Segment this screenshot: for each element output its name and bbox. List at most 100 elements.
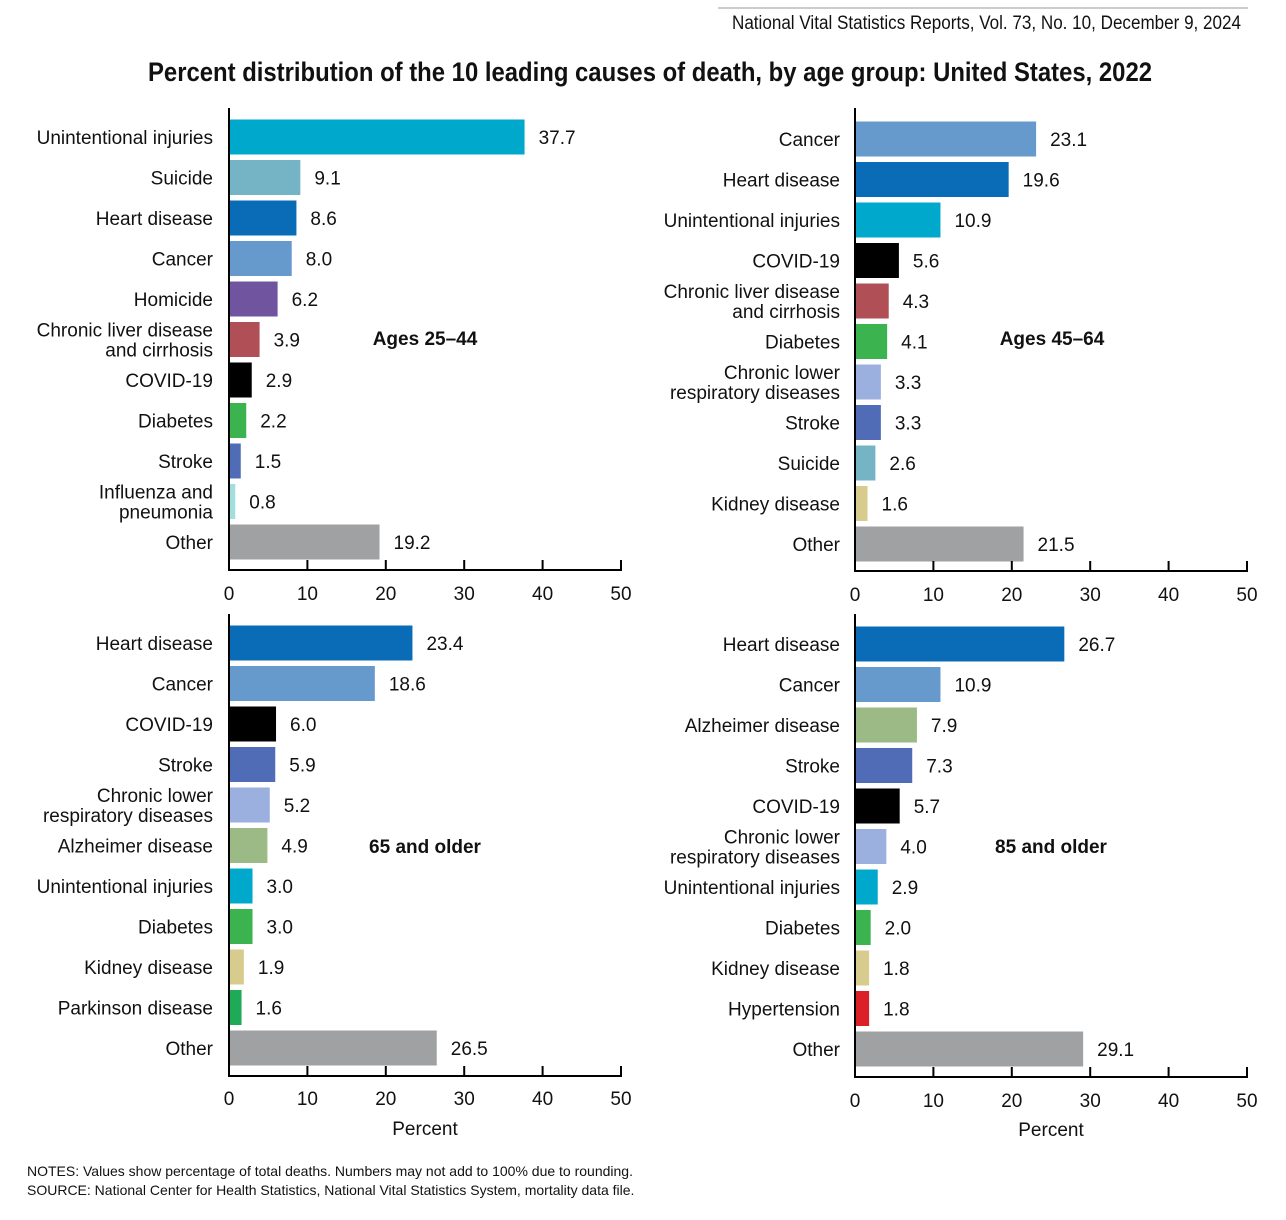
x-axis-label: Percent xyxy=(1018,1120,1084,1141)
value-label: 23.4 xyxy=(426,634,463,655)
x-tick-label: 30 xyxy=(1080,585,1101,606)
bar xyxy=(855,202,941,238)
bar xyxy=(229,160,301,195)
category-label: Heart disease xyxy=(723,171,840,192)
category-label: Stroke xyxy=(785,757,840,778)
value-label: 9.1 xyxy=(314,169,340,190)
x-tick-label: 0 xyxy=(850,1091,861,1112)
panel-title: 85 and older xyxy=(995,837,1108,858)
value-label: 37.7 xyxy=(539,128,576,149)
category-label: Chronic lower respiratory diseases xyxy=(670,828,841,869)
x-tick-label: 10 xyxy=(297,584,318,605)
value-label: 5.2 xyxy=(284,796,310,817)
value-label: 7.3 xyxy=(926,757,952,778)
report-header: National Vital Statistics Reports, Vol. … xyxy=(732,13,1241,34)
bar xyxy=(855,486,868,521)
value-label: 6.2 xyxy=(292,290,318,311)
value-label: 23.1 xyxy=(1050,130,1087,151)
category-label: Heart disease xyxy=(96,634,213,655)
x-tick-label: 40 xyxy=(1158,585,1179,606)
value-label: 5.9 xyxy=(289,756,315,777)
bar xyxy=(855,869,878,905)
category-label: Unintentional injuries xyxy=(37,877,213,898)
value-label: 1.6 xyxy=(882,495,908,516)
bar xyxy=(855,364,881,400)
x-tick-label: 50 xyxy=(610,1089,631,1110)
bar xyxy=(229,787,270,823)
bar xyxy=(229,403,247,438)
figure-title: Percent distribution of the 10 leading c… xyxy=(148,57,1152,87)
value-label: 19.2 xyxy=(394,533,431,554)
category-label: Chronic liver disease and cirrhosis xyxy=(37,321,213,362)
x-tick-label: 50 xyxy=(1236,1091,1257,1112)
x-tick-label: 40 xyxy=(1158,1091,1179,1112)
value-label: 5.6 xyxy=(913,252,939,273)
category-label: COVID-19 xyxy=(752,797,840,818)
bar xyxy=(855,1031,1084,1067)
x-tick-label: 20 xyxy=(375,1089,396,1110)
value-label: 3.0 xyxy=(267,918,293,939)
bar xyxy=(229,747,276,782)
bar xyxy=(229,443,241,479)
bar xyxy=(855,748,913,783)
x-tick-label: 50 xyxy=(1236,585,1257,606)
category-label: Kidney disease xyxy=(711,959,840,980)
bar xyxy=(229,706,277,742)
panel-title: 65 and older xyxy=(369,837,482,858)
bar xyxy=(855,788,900,824)
value-label: 3.0 xyxy=(267,877,293,898)
value-label: 2.0 xyxy=(885,919,911,940)
category-label: Alzheimer disease xyxy=(58,837,213,858)
x-tick-label: 10 xyxy=(923,585,944,606)
x-tick-label: 30 xyxy=(1080,1091,1101,1112)
x-tick-label: 0 xyxy=(224,1089,235,1110)
x-axis-label: Percent xyxy=(392,1119,458,1140)
bar xyxy=(855,324,888,359)
category-label: Unintentional injuries xyxy=(664,211,840,232)
value-label: 3.9 xyxy=(274,331,300,352)
bar xyxy=(855,445,876,481)
x-tick-label: 0 xyxy=(850,585,861,606)
value-label: 26.7 xyxy=(1078,635,1115,656)
bar xyxy=(855,526,1024,562)
panel-title: Ages 25–44 xyxy=(373,329,478,350)
bar xyxy=(855,405,881,440)
bar xyxy=(229,322,260,357)
bar xyxy=(229,909,253,944)
x-tick-label: 20 xyxy=(1001,585,1022,606)
value-label: 29.1 xyxy=(1097,1040,1134,1061)
category-label: Other xyxy=(165,1039,213,1060)
value-label: 2.6 xyxy=(889,454,915,475)
value-label: 18.6 xyxy=(389,675,426,696)
value-label: 5.7 xyxy=(914,797,940,818)
x-tick-label: 30 xyxy=(454,1089,475,1110)
value-label: 6.0 xyxy=(290,715,316,736)
x-tick-label: 20 xyxy=(1001,1091,1022,1112)
x-tick-label: 0 xyxy=(224,584,235,605)
bar xyxy=(229,990,242,1025)
category-label: COVID-19 xyxy=(125,371,213,392)
panel-2: 23.1 Cancer 19.6 Heart disease 10.9 Unintenti… xyxy=(664,108,1258,606)
x-tick-label: 10 xyxy=(297,1089,318,1110)
x-tick-label: 20 xyxy=(375,584,396,605)
notes-text: NOTES: Values show percentage of total d… xyxy=(27,1163,633,1179)
category-label: Stroke xyxy=(158,756,213,777)
value-label: 8.6 xyxy=(310,209,336,230)
category-label: Stroke xyxy=(785,414,840,435)
category-label: Hypertension xyxy=(728,1000,840,1021)
bar xyxy=(229,241,292,276)
value-label: 1.8 xyxy=(883,1000,909,1021)
bar xyxy=(855,121,1037,157)
bar xyxy=(229,484,236,519)
value-label: 1.8 xyxy=(883,959,909,980)
category-label: Influenza and pneumonia xyxy=(99,483,214,524)
value-label: 3.3 xyxy=(895,414,921,435)
bar xyxy=(855,991,870,1026)
value-label: 4.3 xyxy=(903,292,929,313)
bar xyxy=(855,707,917,743)
category-label: Diabetes xyxy=(138,918,213,939)
bar xyxy=(229,828,268,863)
category-label: COVID-19 xyxy=(125,715,213,736)
